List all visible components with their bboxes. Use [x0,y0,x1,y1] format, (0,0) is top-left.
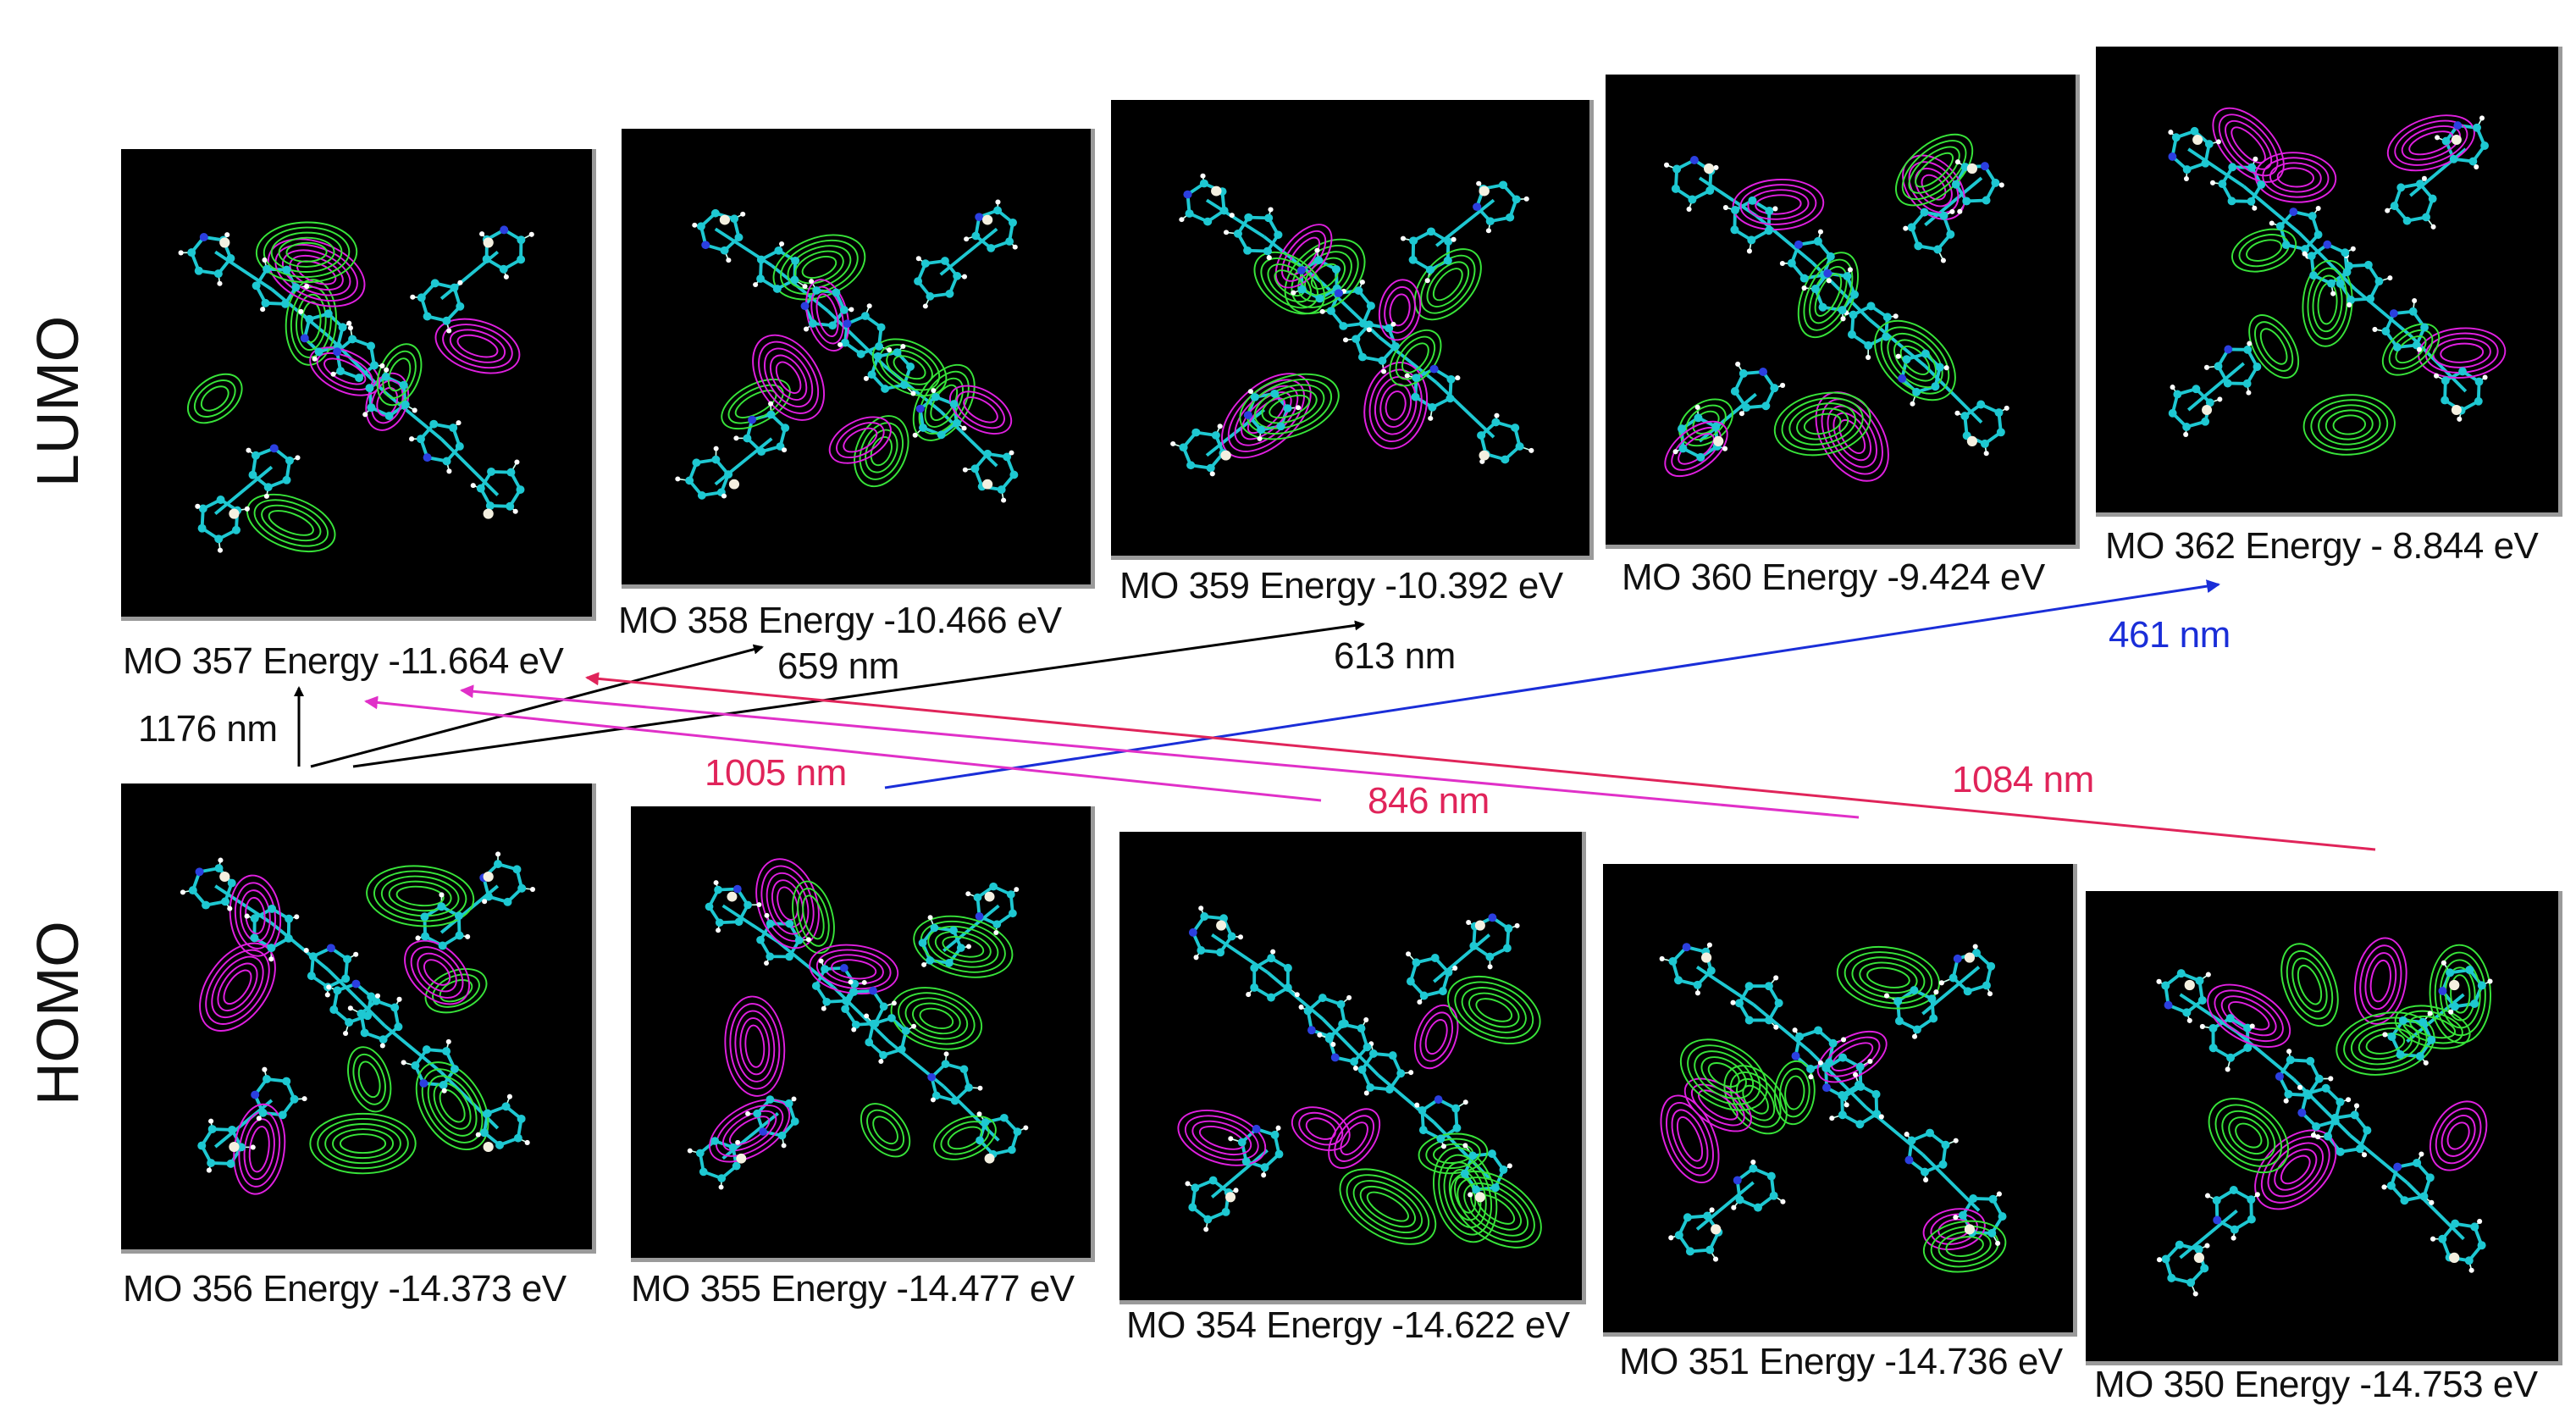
molecule-render [687,858,1029,1190]
caption-mo351: MO 351 Energy -14.736 eV [1619,1341,2063,1382]
molecule-render [1177,905,1542,1249]
caption-mo358: MO 358 Energy -10.466 eV [618,600,1062,641]
caption-mo354: MO 354 Energy -14.622 eV [1126,1304,1570,1346]
orbital-panel-mo359 [1111,100,1594,560]
label-659nm: 659 nm [777,645,899,687]
molecule-render [1659,942,2007,1273]
lumo-row-label: LUMO [25,315,91,487]
homo-row-label: HOMO [25,921,91,1105]
caption-mo350: MO 350 Energy -14.753 eV [2094,1364,2538,1405]
label-461nm: 461 nm [2109,614,2231,656]
caption-mo359: MO 359 Energy -10.392 eV [1119,565,1563,606]
orbital-panel-mo351 [1603,864,2077,1337]
orbital-panel-mo356 [121,783,596,1254]
molecule-render [1170,173,1534,477]
label-613nm: 613 nm [1334,635,1456,677]
orbital-panel-mo360 [1606,75,2080,549]
caption-mo357: MO 357 Energy -11.664 eV [123,640,564,682]
arrow-461nm [884,579,2220,789]
orbital-panel-mo355 [631,806,1095,1262]
molecule-render [2156,937,2493,1297]
caption-mo360: MO 360 Energy -9.424 eV [1622,556,2045,598]
label-846nm: 846 nm [1368,780,1490,822]
molecule-render [178,221,534,553]
label-1084nm: 1084 nm [1952,759,2094,800]
caption-mo356: MO 356 Energy -14.373 eV [123,1268,567,1309]
caption-mo362: MO 362 Energy - 8.844 eV [2105,525,2539,567]
molecule-render [2168,107,2507,456]
orbital-panel-mo362 [2096,47,2562,517]
caption-mo355: MO 355 Energy -14.477 eV [631,1268,1075,1309]
orbital-panel-mo354 [1119,832,1586,1304]
molecule-render [1663,133,2009,482]
orbital-panel-mo357 [121,149,596,621]
molecule-render [675,199,1019,503]
molecule-render [180,851,536,1195]
orbital-panel-mo358 [622,129,1095,589]
label-1005nm: 1005 nm [705,752,847,794]
arrow-1005nm [460,684,1860,819]
orbital-panel-mo350 [2086,891,2562,1365]
label-1176nm: 1176 nm [138,708,278,750]
